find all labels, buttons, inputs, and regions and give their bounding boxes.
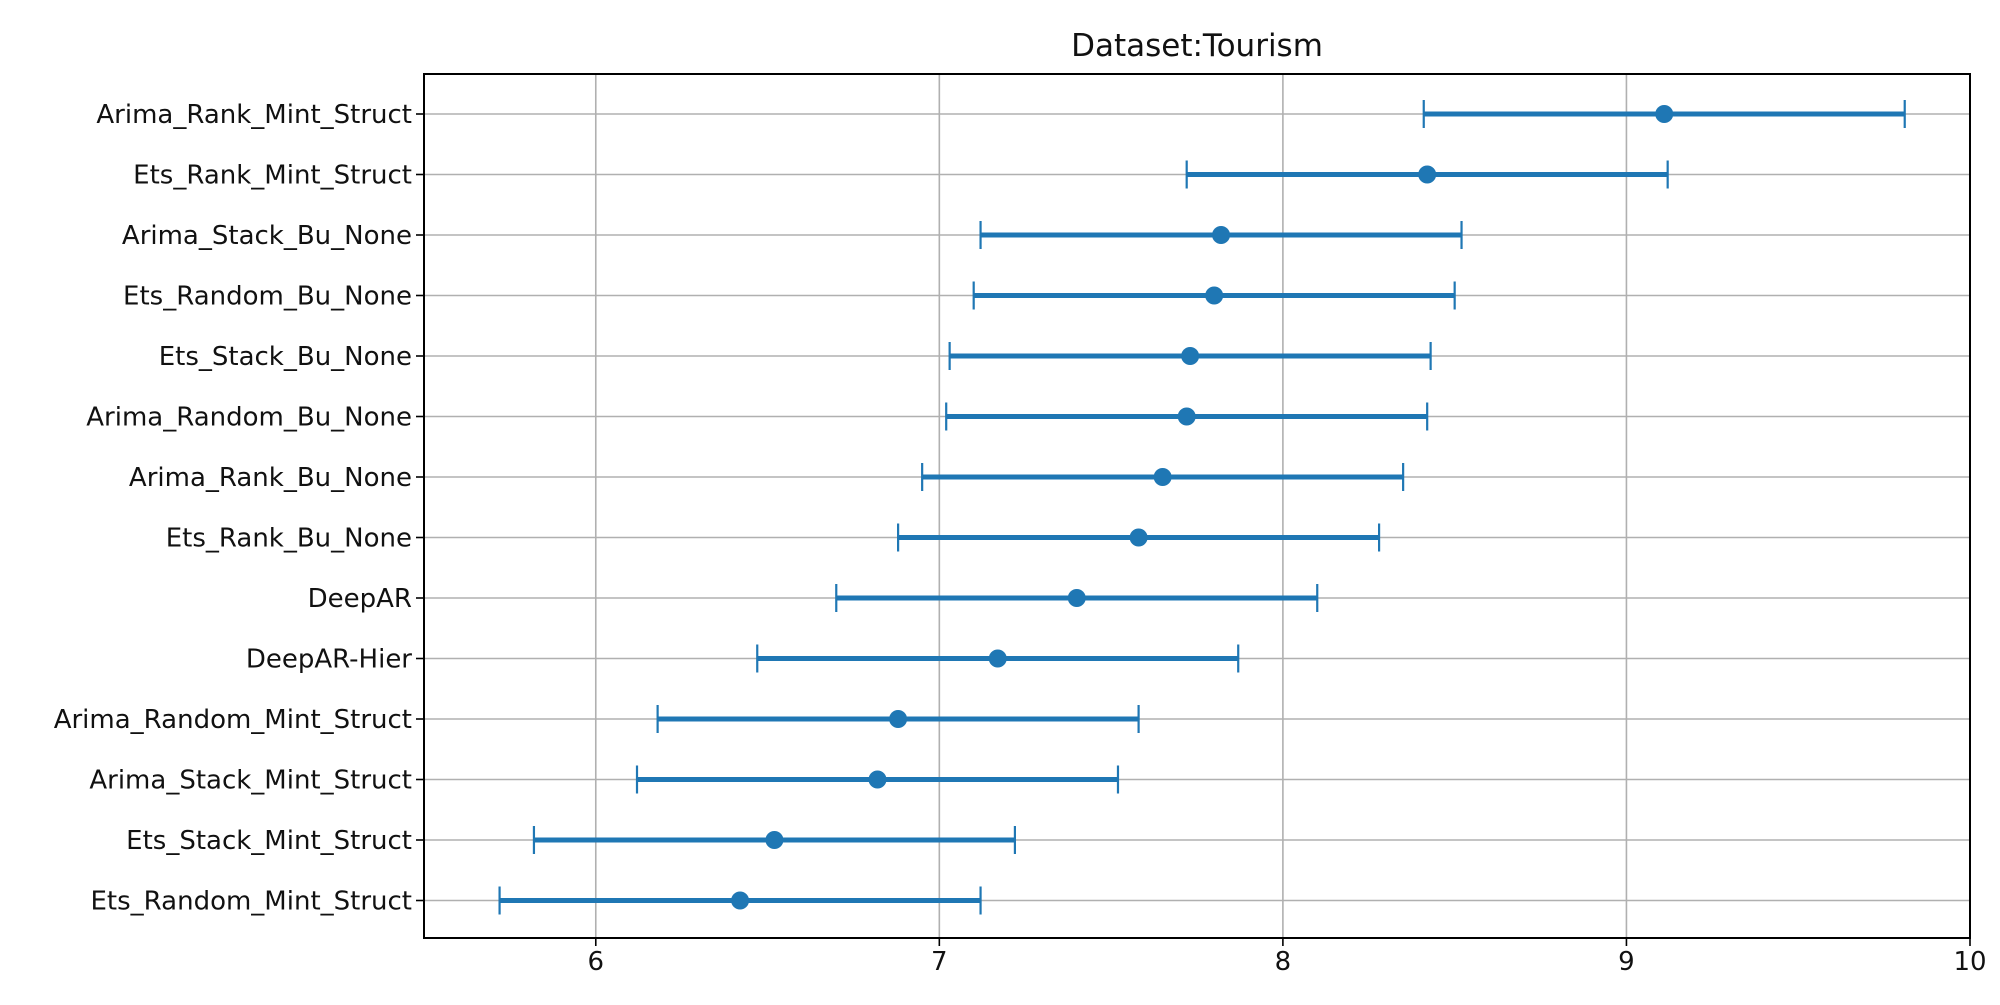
- mean-marker: [1181, 347, 1200, 365]
- y-tick-label: Arima_Random_Mint_Struct: [54, 705, 412, 735]
- y-tick-label: Ets_Stack_Bu_None: [159, 342, 412, 372]
- x-tick-label: 8: [1275, 947, 1292, 977]
- errorbar-DeepAR: [835, 584, 1319, 612]
- y-tick-label: Ets_Rank_Bu_None: [166, 524, 412, 554]
- grid-layer: [424, 74, 1971, 938]
- mean-marker: [1655, 105, 1674, 123]
- mean-marker: [1177, 407, 1196, 426]
- x-tick-label: 6: [588, 947, 605, 977]
- y-tick-label: Ets_Random_Bu_None: [123, 282, 412, 312]
- errorbar-Ets_Stack_Mint_Struct: [532, 826, 1017, 854]
- errorbar-Ets_Random_Mint_Struct: [498, 886, 982, 915]
- errorbar-Arima_Random_Mint_Struct: [656, 705, 1140, 733]
- y-tick-label: DeepAR-Hier: [246, 645, 412, 675]
- errorbar-Arima_Stack_Bu_None: [979, 221, 1463, 249]
- mean-marker: [1418, 165, 1437, 184]
- errorbar-Arima_Stack_Mint_Struct: [635, 765, 1120, 794]
- x-tick-labels: 6 7 8 9 10: [588, 938, 1987, 977]
- mean-marker: [868, 770, 887, 789]
- y-tick-label: Ets_Rank_Mint_Struct: [133, 161, 412, 191]
- errorbar-Arima_Random_Bu_None: [945, 402, 1429, 431]
- errorbar-Ets_Random_Bu_None: [972, 281, 1456, 310]
- mean-marker: [889, 710, 908, 728]
- errorbar-Ets_Rank_Bu_None: [897, 523, 1381, 552]
- y-tick-label: Arima_Random_Bu_None: [86, 403, 412, 433]
- y-tick-label: Arima_Stack_Bu_None: [122, 221, 412, 251]
- plot-frame: [423, 73, 1971, 939]
- mean-marker: [765, 831, 784, 849]
- mean-marker: [1067, 589, 1086, 607]
- errorbar-Ets_Rank_Mint_Struct: [1185, 160, 1669, 189]
- y-tick-label: Arima_Rank_Mint_Struct: [96, 100, 412, 130]
- mean-marker: [1129, 528, 1148, 547]
- errorbar-Arima_Rank_Mint_Struct: [1422, 100, 1906, 128]
- y-tick-label: Ets_Random_Mint_Struct: [91, 887, 413, 917]
- mean-marker: [731, 891, 750, 910]
- mean-marker: [1212, 226, 1231, 244]
- y-tick-labels: Arima_Rank_Mint_Struct Ets_Rank_Mint_Stru…: [54, 100, 424, 917]
- x-tick-label: 10: [1953, 947, 1986, 977]
- y-tick-label: Arima_Rank_Bu_None: [129, 463, 412, 493]
- mean-marker: [1153, 468, 1172, 486]
- x-tick-label: 9: [1618, 947, 1635, 977]
- y-tick-label: Arima_Stack_Mint_Struct: [89, 766, 412, 796]
- errorbar-Arima_Rank_Bu_None: [921, 463, 1405, 491]
- mean-marker: [988, 649, 1007, 668]
- errorbars-layer: [498, 100, 1906, 915]
- errorbar-Ets_Stack_Bu_None: [948, 342, 1432, 370]
- y-tick-label: DeepAR: [308, 584, 412, 614]
- x-tick-label: 7: [931, 947, 948, 977]
- chart-title: Dataset:Tourism: [1071, 28, 1323, 64]
- errorbar-DeepAR-Hier: [756, 644, 1240, 673]
- y-tick-label: Ets_Stack_Mint_Struct: [126, 826, 412, 856]
- mean-marker: [1205, 286, 1224, 305]
